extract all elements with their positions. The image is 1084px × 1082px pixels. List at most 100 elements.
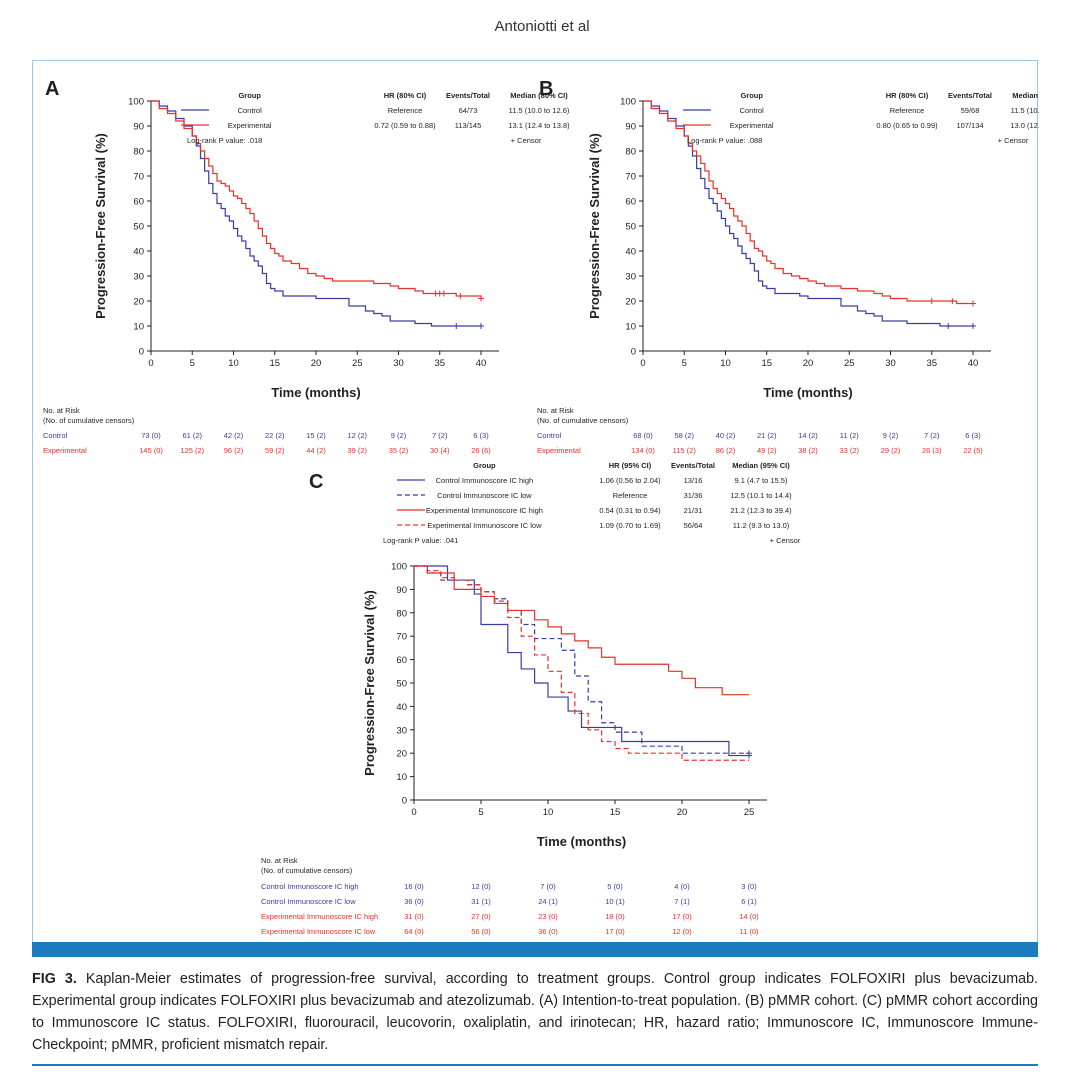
y-tick-label: 10: [396, 772, 407, 783]
x-tick-label: 35: [926, 358, 937, 369]
y-tick-label: 60: [133, 197, 144, 208]
censor-mark: [457, 293, 464, 299]
risk-row-label: Control Immunoscore IC high: [261, 882, 359, 891]
risk-value: 9 (2): [391, 431, 407, 440]
risk-value: 22 (5): [963, 446, 983, 455]
legend-median: 11.5 (10.0 to 12.6): [509, 106, 570, 115]
legend-header: Group: [238, 91, 261, 100]
risk-value: 9 (2): [883, 431, 899, 440]
risk-value: 3 (0): [741, 882, 757, 891]
risk-value: 12 (0): [471, 882, 491, 891]
legend-header: Group: [740, 91, 763, 100]
legend-events: 56/64: [684, 521, 703, 530]
risk-row-label: Control Immunoscore IC low: [261, 897, 356, 906]
x-tick-label: 25: [744, 807, 755, 818]
survival-curve: [414, 565, 749, 761]
legend-events: 13/16: [684, 476, 703, 485]
x-tick-label: 30: [885, 358, 896, 369]
risk-table: No. at Risk(No. of cumulative censors) Co…: [43, 406, 491, 455]
legend-group: Experimental Immunoscore IC high: [426, 506, 543, 515]
risk-value: 12 (2): [347, 431, 367, 440]
risk-subheader: (No. of cumulative censors): [261, 866, 353, 875]
y-axis-label: Progression-Free Survival (%): [362, 590, 377, 776]
risk-row-label: Experimental: [43, 446, 87, 455]
risk-value: 5 (0): [607, 882, 623, 891]
y-tick-label: 100: [620, 97, 636, 108]
x-tick-label: 20: [311, 358, 322, 369]
risk-value: 18 (0): [605, 912, 625, 921]
censor-legend: + Censor: [770, 536, 801, 545]
panel-label: C: [309, 471, 323, 493]
x-tick-label: 40: [476, 358, 487, 369]
legend-header: Median (80% CI): [1012, 91, 1039, 100]
legend-hr: 1.09 (0.70 to 1.69): [599, 521, 661, 530]
risk-value: 35 (2): [389, 446, 409, 455]
legend-header: Events/Total: [446, 91, 490, 100]
legend-hr: Reference: [388, 106, 423, 115]
y-tick-label: 80: [625, 147, 636, 158]
risk-header: No. at Risk: [43, 406, 80, 415]
x-tick-label: 20: [803, 358, 814, 369]
survival-curve: [414, 565, 749, 696]
panel-c: C 0 5 10 15 20 25 0 10 20 30 40 50 60 70 80 90 100 Time (m…: [261, 461, 801, 936]
risk-value: 61 (2): [182, 431, 202, 440]
risk-value: 42 (2): [224, 431, 244, 440]
legend-median: 11.2 (9.3 to 13.0): [733, 521, 790, 530]
legend-events: 59/68: [961, 106, 980, 115]
legend-events: 64/73: [459, 106, 478, 115]
legend-hr: 0.72 (0.59 to 0.88): [374, 121, 436, 130]
y-axis-label: Progression-Free Survival (%): [587, 133, 602, 319]
censor-mark: [949, 298, 956, 304]
panel-label: A: [45, 78, 59, 100]
y-tick-label: 20: [133, 297, 144, 308]
x-tick-label: 10: [543, 807, 554, 818]
legend-events: 31/36: [684, 491, 703, 500]
legend-header: Group: [473, 461, 496, 470]
x-tick-label: 0: [640, 358, 645, 369]
risk-value: 23 (0): [538, 912, 558, 921]
y-tick-label: 10: [133, 322, 144, 333]
y-tick-label: 0: [402, 796, 407, 807]
legend-group: Control Immunoscore IC low: [437, 491, 532, 500]
risk-value: 39 (2): [347, 446, 367, 455]
x-tick-label: 10: [720, 358, 731, 369]
risk-value: 29 (2): [881, 446, 901, 455]
legend-hr: 0.80 (0.65 to 0.99): [876, 121, 938, 130]
legend-hr: 0.54 (0.31 to 0.94): [599, 506, 661, 515]
legend-header: HR (80% CI): [886, 91, 929, 100]
caption-text: Kaplan-Meier estimates of progression-fr…: [32, 971, 1038, 1053]
bottom-rule: [32, 1064, 1038, 1066]
risk-value: 7 (2): [432, 431, 448, 440]
x-tick-label: 15: [761, 358, 772, 369]
legend-group: Control: [238, 106, 263, 115]
y-tick-label: 90: [396, 585, 407, 596]
risk-value: 31 (0): [404, 912, 424, 921]
x-tick-label: 35: [434, 358, 445, 369]
y-tick-label: 70: [625, 172, 636, 183]
censor-mark: [478, 295, 484, 302]
x-axis-label: Time (months): [271, 385, 360, 400]
risk-table: No. at Risk(No. of cumulative censors) Co…: [261, 856, 759, 936]
legend-events: 21/31: [684, 506, 703, 515]
censor-mark: [746, 750, 752, 757]
risk-value: 59 (2): [265, 446, 285, 455]
x-tick-label: 5: [478, 807, 483, 818]
risk-value: 6 (3): [965, 431, 981, 440]
risk-value: 68 (0): [633, 431, 653, 440]
y-tick-label: 90: [625, 122, 636, 133]
legend-header: Median (95% CI): [732, 461, 790, 470]
y-tick-label: 10: [625, 322, 636, 333]
x-tick-label: 25: [844, 358, 855, 369]
risk-value: 145 (0): [139, 446, 163, 455]
y-tick-label: 20: [396, 749, 407, 760]
y-tick-label: 80: [133, 147, 144, 158]
risk-value: 86 (2): [716, 446, 736, 455]
risk-value: 14 (0): [739, 912, 759, 921]
figure-caption: FIG 3. Kaplan-Meier estimates of progres…: [32, 968, 1038, 1056]
legend-median: 21.2 (12.3 to 39.4): [730, 506, 792, 515]
risk-value: 44 (2): [306, 446, 326, 455]
risk-value: 27 (0): [471, 912, 491, 921]
risk-value: 36 (0): [404, 897, 424, 906]
y-tick-label: 40: [625, 247, 636, 258]
x-tick-label: 30: [393, 358, 404, 369]
